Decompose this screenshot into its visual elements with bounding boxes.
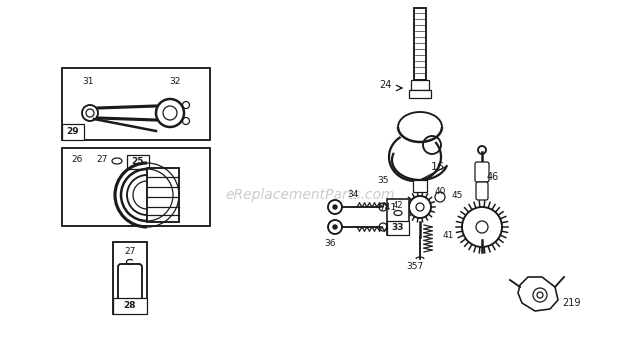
Text: 219: 219 (562, 298, 580, 308)
Text: 33: 33 (392, 224, 404, 233)
Text: 36: 36 (324, 239, 336, 248)
Bar (409, 90, 431, 98)
Text: 35: 35 (377, 176, 389, 185)
Bar (387, 221, 409, 235)
Text: 24: 24 (379, 80, 392, 90)
Text: 27: 27 (96, 156, 108, 165)
Bar (62, 68, 210, 140)
Text: 27: 27 (125, 248, 136, 256)
Bar (62, 124, 84, 140)
FancyBboxPatch shape (476, 182, 488, 200)
Text: 741: 741 (379, 202, 396, 211)
Bar (413, 180, 427, 192)
Polygon shape (518, 277, 558, 311)
Text: 46: 46 (487, 172, 499, 182)
Text: 28: 28 (124, 302, 136, 310)
Bar (62, 148, 210, 226)
FancyBboxPatch shape (118, 264, 142, 302)
Bar (387, 199, 409, 235)
FancyBboxPatch shape (475, 162, 489, 182)
Text: 31: 31 (82, 77, 94, 86)
Circle shape (333, 205, 337, 209)
Bar (113, 298, 147, 314)
Text: 42: 42 (392, 202, 403, 211)
Text: eReplacementParts.com: eReplacementParts.com (225, 188, 395, 202)
Bar (147, 168, 179, 222)
Text: 34: 34 (347, 190, 359, 199)
Text: 357: 357 (406, 262, 423, 271)
Bar (414, 8, 426, 80)
Text: 40: 40 (435, 188, 446, 197)
Text: 32: 32 (169, 77, 180, 86)
Circle shape (333, 225, 337, 229)
Text: 26: 26 (71, 156, 82, 165)
Text: 41: 41 (443, 230, 454, 239)
Bar (127, 155, 149, 169)
Bar (411, 80, 429, 90)
Text: 25: 25 (131, 158, 144, 166)
Text: 29: 29 (67, 127, 79, 136)
Text: 45: 45 (452, 190, 463, 199)
Text: 16: 16 (431, 162, 445, 172)
Bar (113, 242, 147, 314)
